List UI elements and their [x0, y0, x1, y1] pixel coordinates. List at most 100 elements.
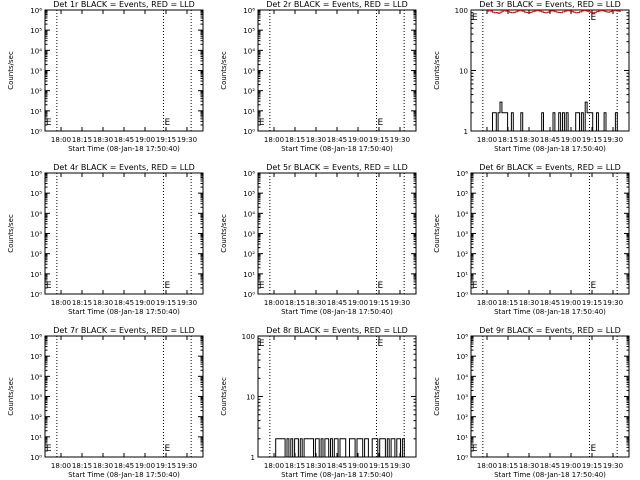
y-tick-label: 10³ — [456, 394, 468, 402]
x-tick-label: 18:00 — [51, 136, 71, 144]
marker-label: E — [165, 444, 171, 454]
x-tick-label: 18:30 — [93, 136, 113, 144]
marker-label: E — [46, 281, 52, 291]
x-tick-label: 18:15 — [498, 462, 518, 470]
x-tick-label: 18:00 — [264, 299, 284, 307]
x-tick-label: 18:00 — [477, 462, 497, 470]
y-tick-label: 10⁵ — [243, 190, 255, 198]
chart-title: Det 9r BLACK = Events, RED = LLD — [479, 326, 621, 335]
x-tick-label: 19:00 — [561, 299, 581, 307]
marker-label: E — [259, 339, 265, 349]
marker-label: E — [378, 118, 384, 128]
y-tick-label: 10⁶ — [243, 7, 255, 15]
x-axis-label: Start Time (08-Jan-18 17:50:40) — [281, 471, 393, 479]
marker-label: E — [378, 339, 384, 349]
x-tick-label: 19:00 — [561, 462, 581, 470]
x-tick-label: 18:30 — [306, 136, 326, 144]
y-tick-label: 10¹ — [456, 434, 468, 442]
x-tick-label: 18:15 — [285, 136, 305, 144]
y-tick-label: 10⁶ — [243, 170, 255, 178]
plot-frame — [470, 335, 630, 458]
x-tick-label: 19:00 — [348, 462, 368, 470]
x-tick-label: 19:30 — [603, 299, 623, 307]
series-line-1 — [273, 438, 409, 458]
marker-label: E — [259, 118, 265, 128]
marker-label: E — [46, 444, 52, 454]
chart-title: Det 8r BLACK = Events, RED = LLD — [266, 326, 408, 335]
plot-frame — [44, 172, 204, 295]
y-axis-label: Counts/sec — [220, 51, 228, 90]
y-tick-label: 10⁴ — [30, 373, 42, 381]
y-axis-label: Counts/sec — [220, 214, 228, 253]
x-tick-label: 18:15 — [498, 299, 518, 307]
chart-panel-3: Det 3r BLACK = Events, RED = LLD Counts/s… — [433, 0, 630, 153]
y-tick-label: 1 — [251, 454, 255, 462]
y-tick-label: 10² — [30, 251, 42, 259]
x-tick-label: 19:00 — [348, 299, 368, 307]
x-tick-label: 19:15 — [369, 136, 389, 144]
y-tick-label: 10⁴ — [243, 47, 255, 55]
chart-title: Det 2r BLACK = Events, RED = LLD — [266, 0, 408, 9]
x-tick-label: 18:15 — [285, 462, 305, 470]
x-tick-label: 19:30 — [390, 136, 410, 144]
chart-panel-2: Det 2r BLACK = Events, RED = LLD Counts/s… — [220, 0, 417, 153]
marker-label: E — [165, 118, 171, 128]
y-tick-label: 100 — [242, 333, 255, 341]
y-tick-label: 10³ — [456, 231, 468, 239]
marker-label: E — [46, 118, 52, 128]
x-tick-label: 19:30 — [603, 136, 623, 144]
x-axis-label: Start Time (08-Jan-18 17:50:40) — [281, 145, 393, 153]
series-line-1 — [486, 101, 622, 132]
y-tick-label: 10⁴ — [456, 373, 468, 381]
x-tick-label: 18:00 — [477, 136, 497, 144]
y-tick-label: 10³ — [243, 68, 255, 76]
x-axis-label: Start Time (08-Jan-18 17:50:40) — [68, 471, 180, 479]
x-tick-label: 19:30 — [390, 299, 410, 307]
x-tick-label: 18:15 — [498, 136, 518, 144]
x-tick-label: 18:30 — [306, 462, 326, 470]
x-axis-label: Start Time (08-Jan-18 17:50:40) — [68, 308, 180, 316]
x-tick-label: 18:00 — [264, 136, 284, 144]
x-tick-label: 19:30 — [177, 299, 197, 307]
y-tick-label: 10¹ — [456, 271, 468, 279]
x-tick-label: 18:30 — [519, 299, 539, 307]
x-tick-label: 19:00 — [135, 462, 155, 470]
y-tick-label: 10⁰ — [30, 454, 42, 462]
plot-frame — [257, 9, 417, 132]
y-tick-label: 1 — [464, 128, 468, 136]
plot-frame — [470, 172, 630, 295]
x-axis-label: Start Time (08-Jan-18 17:50:40) — [494, 471, 606, 479]
x-axis-label: Start Time (08-Jan-18 17:50:40) — [281, 308, 393, 316]
y-axis-label: Counts/sec — [7, 51, 15, 90]
y-tick-label: 10² — [30, 414, 42, 422]
y-tick-label: 10³ — [30, 394, 42, 402]
marker-label: E — [591, 13, 597, 23]
y-tick-label: 10¹ — [30, 271, 42, 279]
y-tick-label: 10⁵ — [243, 27, 255, 35]
y-tick-label: 10⁰ — [456, 454, 468, 462]
x-axis-label: Start Time (08-Jan-18 17:50:40) — [68, 145, 180, 153]
chart-panel-1: Det 1r BLACK = Events, RED = LLD Counts/s… — [7, 0, 204, 153]
x-tick-label: 19:15 — [582, 462, 602, 470]
y-axis-label: Counts/sec — [433, 51, 441, 90]
y-tick-label: 10³ — [243, 231, 255, 239]
x-tick-label: 18:45 — [114, 462, 134, 470]
y-tick-label: 10⁴ — [30, 210, 42, 218]
y-tick-label: 10⁵ — [30, 27, 42, 35]
x-tick-label: 18:00 — [51, 462, 71, 470]
y-tick-label: 10¹ — [30, 108, 42, 116]
x-tick-label: 18:30 — [93, 299, 113, 307]
x-tick-label: 18:30 — [519, 462, 539, 470]
y-tick-label: 10² — [456, 414, 468, 422]
x-tick-label: 18:30 — [519, 136, 539, 144]
chart-title: Det 7r BLACK = Events, RED = LLD — [53, 326, 195, 335]
y-tick-label: 10⁶ — [30, 170, 42, 178]
x-tick-label: 18:45 — [540, 299, 560, 307]
x-tick-label: 18:15 — [285, 299, 305, 307]
chart-title: Det 3r BLACK = Events, RED = LLD — [479, 0, 621, 9]
y-tick-label: 10⁵ — [456, 353, 468, 361]
marker-label: E — [591, 281, 597, 291]
x-tick-label: 18:30 — [306, 299, 326, 307]
x-tick-label: 18:45 — [327, 462, 347, 470]
plot-frame — [44, 335, 204, 458]
